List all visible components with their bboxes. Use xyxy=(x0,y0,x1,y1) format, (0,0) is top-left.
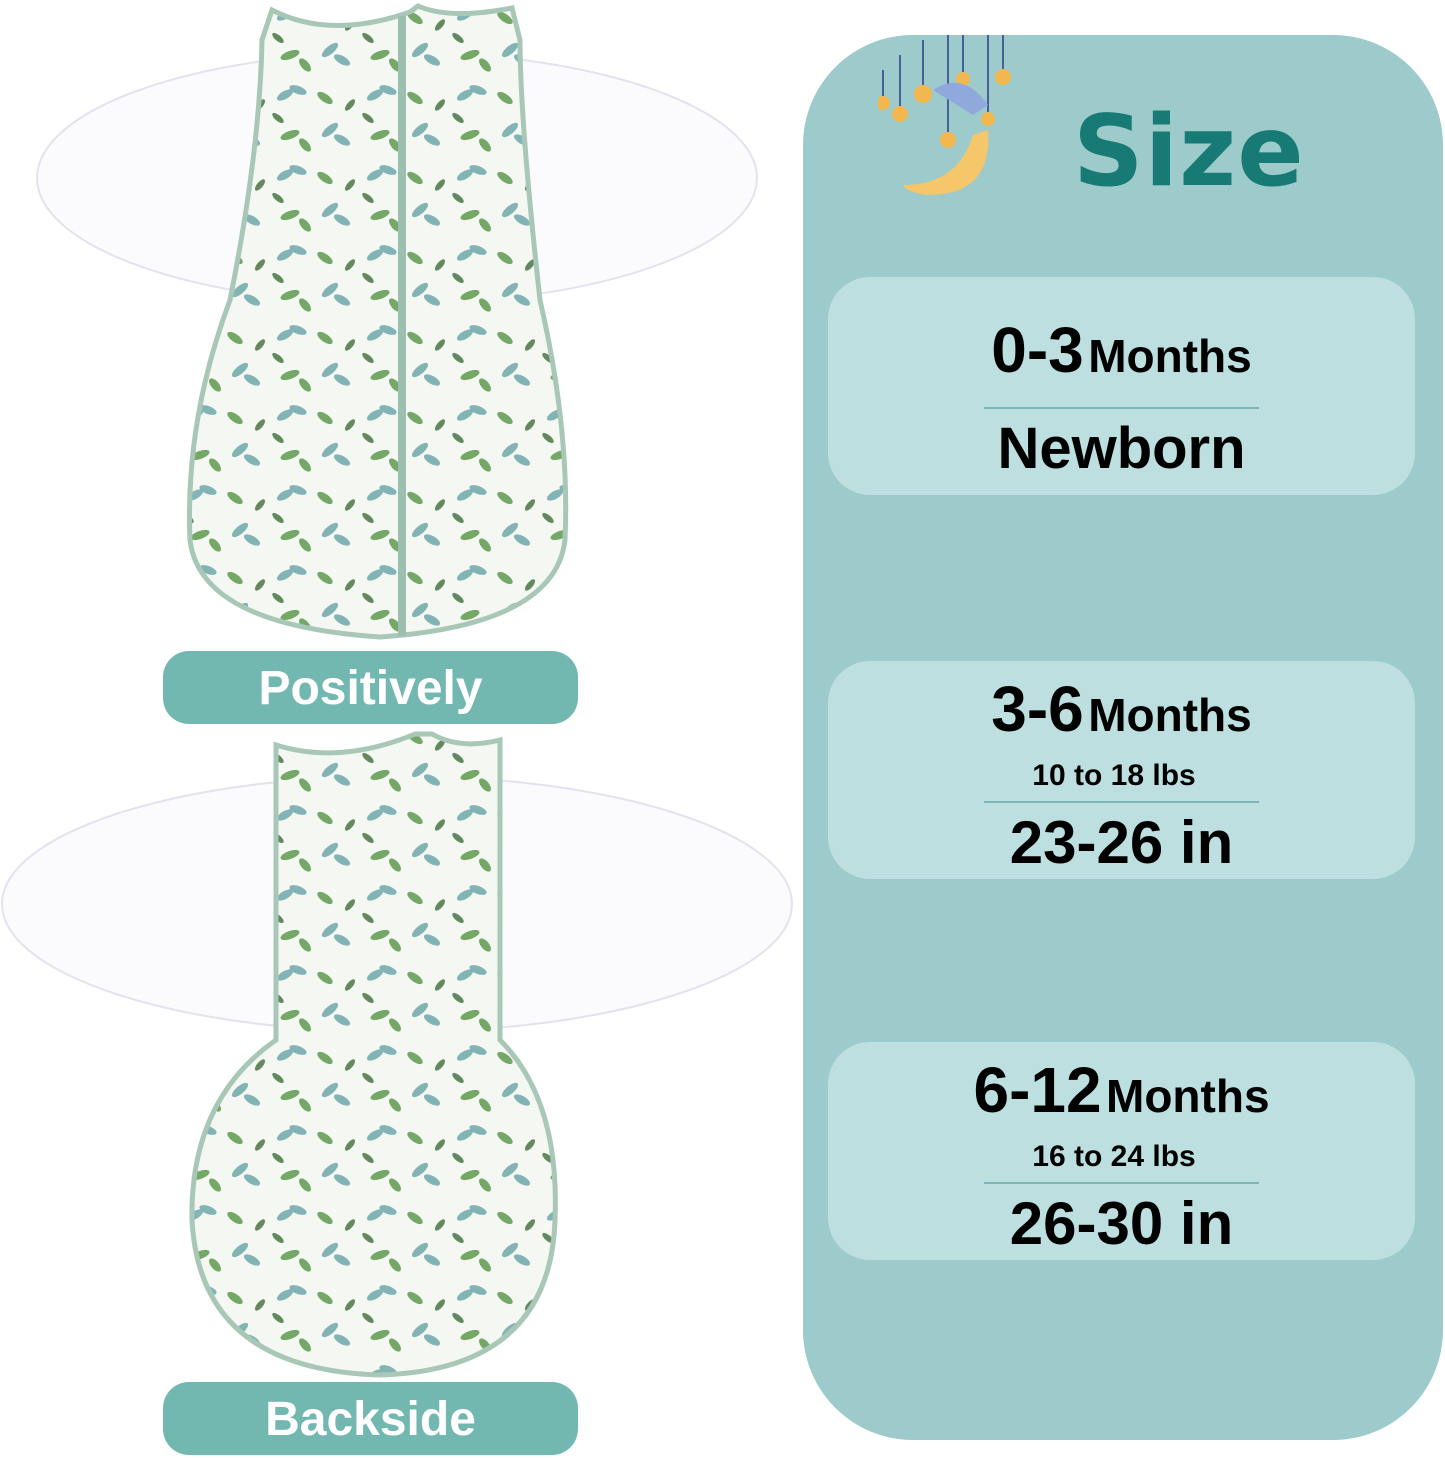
weight-range: 16 to 24 lbs xyxy=(1032,1140,1196,1173)
front-label-pill: Positively xyxy=(163,651,578,724)
age-range: 3-6 xyxy=(991,673,1084,745)
age-range: 0-3 xyxy=(991,314,1084,386)
divider xyxy=(984,801,1259,803)
size-card-3-6: 3-6 Months 10 to 18 lbs 23-26 in xyxy=(828,661,1415,879)
size-panel: Size 0-3 Months Newborn 3-6 Months 10 to… xyxy=(803,35,1443,1440)
moon-with-stars-icon xyxy=(878,35,1011,195)
size-card-0-3: 0-3 Months Newborn xyxy=(828,277,1415,495)
back-swaddle-image xyxy=(1,731,793,1378)
length-range: 23-26 in xyxy=(1009,809,1234,876)
age-unit: Months xyxy=(1106,1070,1270,1122)
length-range: 26-30 in xyxy=(1009,1190,1234,1257)
age-unit: Months xyxy=(1088,330,1252,382)
age-unit: Months xyxy=(1088,689,1252,741)
size-card-6-12: 6-12 Months 16 to 24 lbs 26-30 in xyxy=(828,1042,1415,1260)
divider xyxy=(984,1182,1259,1184)
swaddle-illustrations xyxy=(1,3,793,1378)
size-detail: Newborn xyxy=(997,416,1246,481)
size-title: Size xyxy=(1073,95,1305,209)
back-label-pill: Backside xyxy=(163,1382,578,1455)
front-swaddle-image xyxy=(36,3,758,640)
weight-range: 10 to 18 lbs xyxy=(1032,759,1196,792)
divider xyxy=(984,407,1259,409)
age-range: 6-12 xyxy=(973,1054,1102,1126)
